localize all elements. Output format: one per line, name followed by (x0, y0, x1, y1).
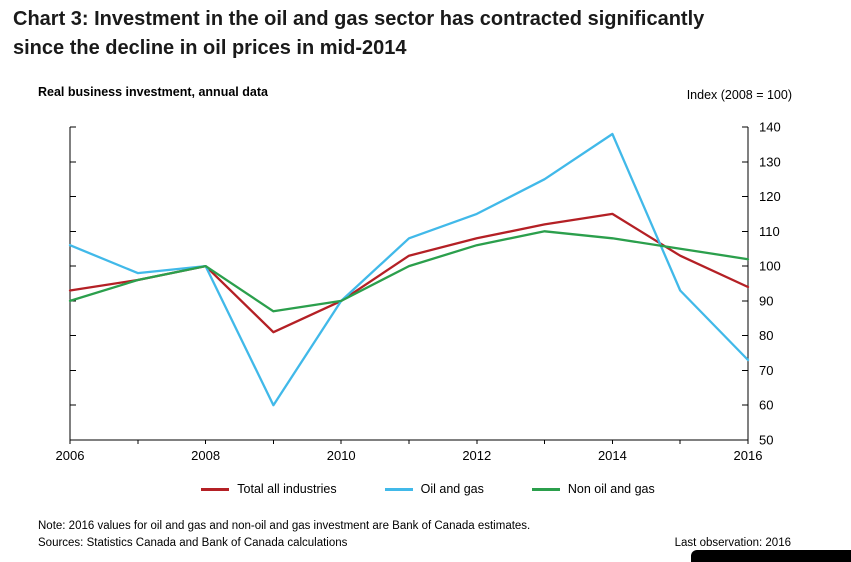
svg-text:2008: 2008 (191, 448, 220, 463)
axis-unit-label: Index (2008 = 100) (686, 88, 792, 102)
legend-item-oil-and-gas: Oil and gas (384, 482, 484, 496)
chart-title: Chart 3: Investment in the oil and gas s… (13, 5, 837, 63)
legend-item-non-oil-and-gas: Non oil and gas (531, 482, 655, 496)
legend-item-total-all-industries: Total all industries (201, 482, 337, 496)
svg-text:2012: 2012 (462, 448, 491, 463)
svg-text:50: 50 (759, 433, 773, 448)
legend-label-oil-and-gas: Oil and gas (420, 482, 484, 496)
svg-text:2010: 2010 (327, 448, 356, 463)
legend-swatch-oil-and-gas (384, 487, 413, 491)
chart-legend: Total all industries Oil and gas Non oil… (28, 482, 828, 496)
chart-title-line1: Chart 3: Investment in the oil and gas s… (13, 8, 705, 30)
legend-label-non-oil-and-gas: Non oil and gas (567, 482, 655, 496)
chart-title-line2: since the decline in oil prices in mid-2… (13, 37, 407, 59)
note-text: Note: 2016 values for oil and gas and no… (38, 520, 531, 532)
svg-text:90: 90 (759, 293, 773, 308)
svg-text:2014: 2014 (598, 448, 627, 463)
chart-canvas: 50 60 70 80 90 100 110 120 130 140 2006 2008 2010 201… (56, 120, 781, 464)
svg-text:130: 130 (759, 154, 781, 169)
svg-text:70: 70 (759, 363, 773, 378)
last-observation-text: Last observation: 2016 (674, 537, 791, 549)
sources-text: Sources: Statistics Canada and Bank of C… (38, 537, 348, 549)
legend-swatch-total-all-industries (201, 487, 230, 491)
legend-label-total-all-industries: Total all industries (237, 482, 337, 496)
svg-text:2016: 2016 (734, 448, 763, 463)
svg-text:110: 110 (759, 224, 780, 239)
bottom-right-bar (691, 550, 851, 562)
svg-text:2006: 2006 (56, 448, 85, 463)
svg-text:120: 120 (759, 189, 781, 204)
svg-text:60: 60 (759, 398, 773, 413)
svg-text:100: 100 (759, 259, 781, 274)
svg-text:80: 80 (759, 328, 773, 343)
svg-text:140: 140 (759, 120, 781, 135)
chart-subtitle: Real business investment, annual data (38, 85, 268, 99)
legend-swatch-non-oil-and-gas (531, 487, 560, 491)
